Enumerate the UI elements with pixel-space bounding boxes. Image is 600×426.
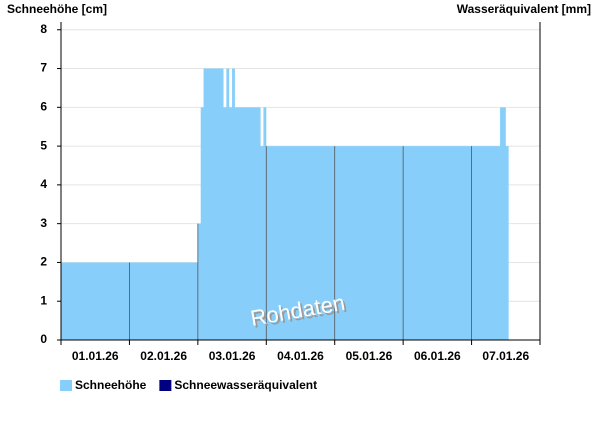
y-tick-label: 0 — [40, 332, 47, 346]
y2-axis-label: Wasseräquivalent [mm] — [457, 2, 591, 16]
y-tick-label: 1 — [40, 293, 47, 307]
x-tick-label: 06.01.26 — [414, 349, 461, 363]
x-tick-label: 01.01.26 — [72, 349, 119, 363]
legend-label: Schneewasseräquivalent — [174, 378, 317, 392]
y-tick-label: 5 — [40, 138, 47, 152]
legend-label: Schneehöhe — [75, 378, 147, 392]
x-tick-label: 03.01.26 — [209, 349, 256, 363]
y-tick-label: 4 — [40, 177, 47, 191]
x-tick-label: 05.01.26 — [346, 349, 393, 363]
x-tick-label: 04.01.26 — [277, 349, 324, 363]
x-tick-label: 02.01.26 — [140, 349, 187, 363]
area — [61, 68, 509, 340]
x-tick-label: 07.01.26 — [482, 349, 529, 363]
y-axis-label: Schneehöhe [cm] — [7, 2, 107, 16]
y-tick-label: 6 — [40, 99, 47, 113]
y-tick-label: 8 — [40, 22, 47, 36]
y-tick-label: 7 — [40, 61, 47, 75]
legend-swatch — [60, 380, 72, 391]
y-tick-label: 3 — [40, 216, 47, 230]
legend-swatch — [159, 380, 172, 391]
y-tick-label: 2 — [40, 255, 47, 269]
